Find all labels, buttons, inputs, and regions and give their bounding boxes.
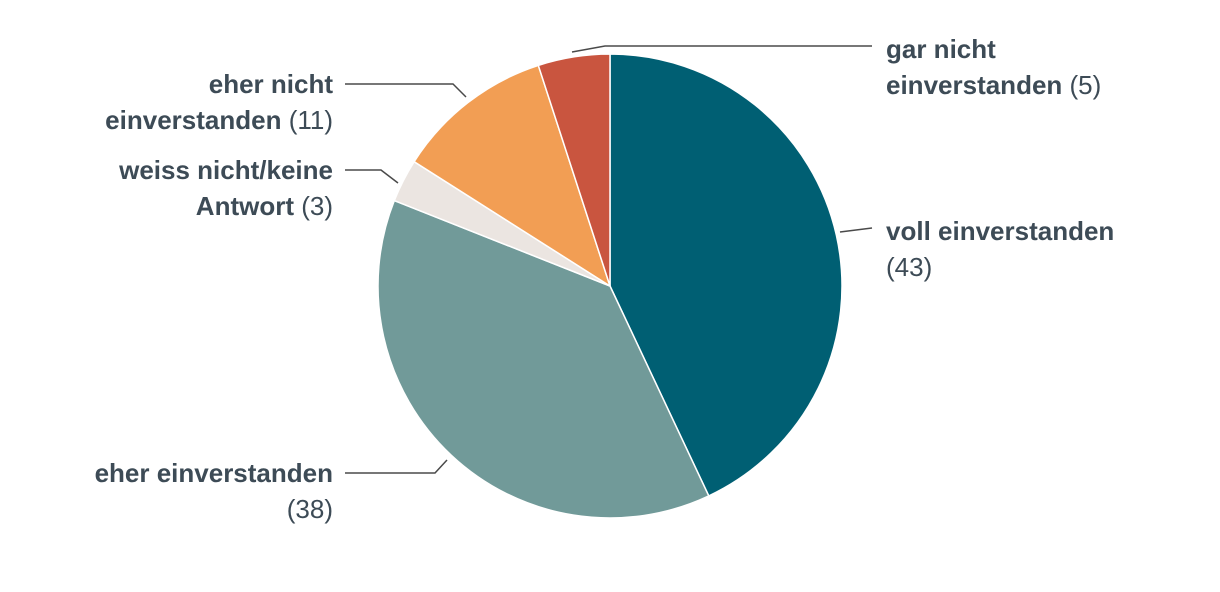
slice-eher-nicht-einverstanden [413,64,612,288]
slice-voll-einverstanden [609,53,843,497]
label-value: (11) [281,105,333,135]
pie-slices [377,53,843,519]
label-name-line: einverstanden [886,70,1062,100]
label-name-line: eher nicht [209,69,334,99]
label-voll-einverstanden: voll einverstanden (43) [886,216,1114,282]
label-value: (43) [886,252,932,282]
slice-labels: voll einverstanden (43) eher einverstanden… [95,34,1115,524]
leader-line-eher-nicht-einverstanden [345,83,467,98]
label-name-line: eher einverstanden [95,458,333,488]
label-value: (5) [1062,70,1101,100]
label-name-line: weiss nicht/keine [118,155,333,185]
label-name-line: gar nicht [886,34,996,64]
leader-line-weiss-nicht-keine-antwort [345,169,399,184]
leader-line-gar-nicht-einverstanden [571,45,872,53]
label-eher-einverstanden: eher einverstanden (38) [95,458,333,524]
leader-lines [345,45,873,474]
label-value: (3) [294,191,333,221]
slice-eher-einverstanden [377,199,710,519]
label-gar-nicht-einverstanden: gar nicht einverstanden (5) [886,34,1101,100]
label-name-line: Antwort [196,191,295,221]
label-value: (38) [287,494,333,524]
label-eher-nicht-einverstanden: eher nicht einverstanden (11) [105,69,333,135]
leader-line-eher-einverstanden [345,459,448,474]
label-weiss-nicht-keine-antwort: weiss nicht/keine Antwort (3) [118,155,333,221]
label-name-line: voll einverstanden [886,216,1114,246]
label-name-line: einverstanden [105,105,281,135]
leader-line-voll-einverstanden [839,227,873,233]
slice-gar-nicht-einverstanden [537,53,611,287]
